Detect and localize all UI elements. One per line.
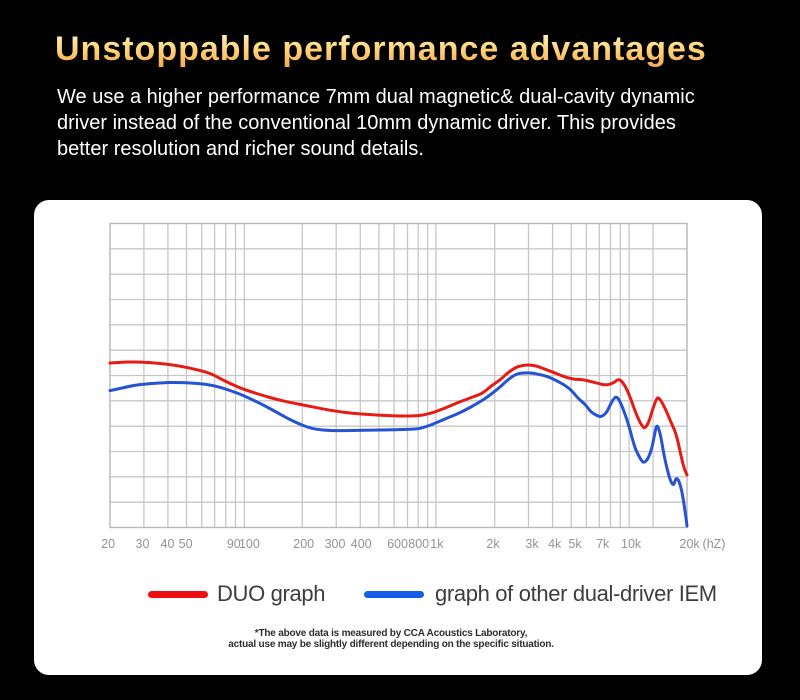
svg-text:800: 800 — [408, 537, 429, 551]
svg-text:100: 100 — [239, 537, 260, 551]
svg-text:600: 600 — [387, 537, 408, 551]
svg-text:90: 90 — [227, 537, 241, 551]
svg-text:300: 300 — [325, 537, 346, 551]
svg-text:10k: 10k — [621, 537, 642, 551]
svg-text:400: 400 — [351, 537, 372, 551]
svg-text:5k: 5k — [568, 537, 582, 551]
svg-text:20k: 20k — [680, 537, 701, 551]
svg-text:3k: 3k — [525, 537, 539, 551]
svg-text:4k: 4k — [548, 537, 562, 551]
svg-text:1k: 1k — [430, 537, 444, 551]
svg-text:7k: 7k — [596, 537, 610, 551]
svg-text:50: 50 — [179, 537, 193, 551]
svg-text:(hZ): (hZ) — [703, 537, 726, 551]
svg-text:20: 20 — [101, 537, 115, 551]
svg-text:40: 40 — [161, 537, 175, 551]
svg-text:200: 200 — [293, 537, 314, 551]
svg-text:2k: 2k — [486, 537, 500, 551]
svg-text:30: 30 — [136, 537, 150, 551]
